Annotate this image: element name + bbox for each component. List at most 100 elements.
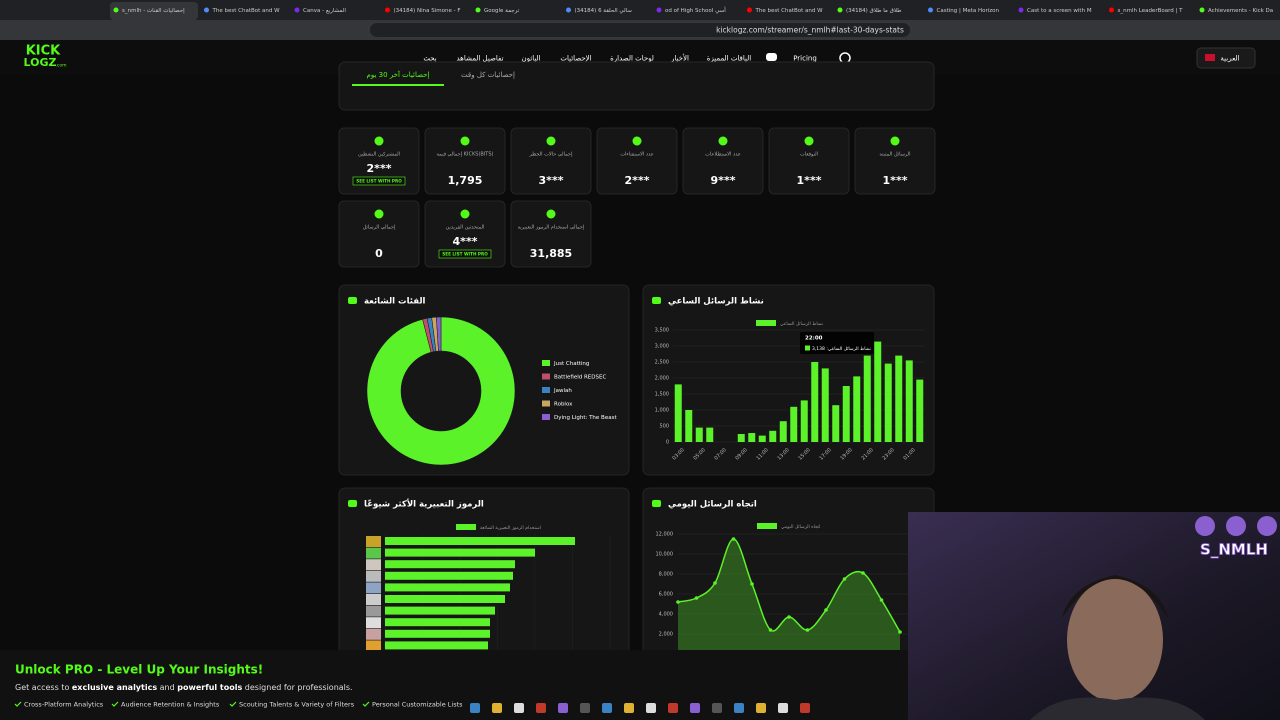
- tab-title: Canva - المشاريع: [303, 8, 346, 14]
- stat-icon: [374, 209, 384, 219]
- taskbar-icon[interactable]: [734, 703, 744, 713]
- stat-icon: [460, 209, 470, 219]
- bar: [385, 548, 535, 557]
- bar: [832, 405, 840, 442]
- taskbar-icon[interactable]: [668, 703, 678, 713]
- pro-button[interactable]: [352, 176, 406, 186]
- language-button[interactable]: [1196, 47, 1256, 69]
- nav-item[interactable]: الأخبار: [670, 54, 689, 63]
- legend-label: Roblox: [554, 402, 573, 408]
- taskbar-icon[interactable]: [558, 703, 568, 713]
- bar: [685, 410, 693, 442]
- emote-icon: [366, 547, 381, 559]
- bar: [779, 421, 787, 442]
- tab[interactable]: [110, 2, 198, 20]
- stat-value: 2***: [367, 162, 392, 175]
- feature: Cross-Platform Analytics: [24, 701, 104, 709]
- tab[interactable]: [1015, 2, 1103, 20]
- tab[interactable]: [562, 2, 651, 20]
- taskbar-icon[interactable]: [624, 703, 634, 713]
- emote-icon: [366, 617, 381, 629]
- tab-favicon: [294, 7, 300, 13]
- tab-title: Achievements - Kick Da: [1208, 8, 1273, 14]
- logo-bottom[interactable]: LOGZ: [24, 56, 57, 69]
- tab-title: s_nmlh LeaderBoard | T: [1118, 8, 1184, 14]
- stat-label: إجمالي استخدام الرموز التعبيرية: [518, 225, 585, 231]
- emote-icon: [366, 582, 381, 594]
- bar: [385, 537, 575, 545]
- line-point: [861, 571, 865, 575]
- tab[interactable]: [1196, 2, 1280, 20]
- twitch-logo: [1226, 516, 1246, 536]
- stat-icon: [632, 136, 642, 146]
- logo-top[interactable]: KICK: [26, 44, 61, 59]
- tab[interactable]: [291, 2, 379, 20]
- tab-favicon: [566, 7, 571, 13]
- webcam-hair: [1062, 575, 1168, 618]
- taskbar-icon[interactable]: [536, 703, 546, 713]
- language: العربية: [1220, 55, 1239, 63]
- nav-item[interactable]: بحث: [423, 55, 436, 63]
- stat-value: 0: [375, 247, 383, 260]
- nav-item[interactable]: الباثون: [521, 55, 540, 63]
- taskbar-icon[interactable]: [778, 703, 788, 713]
- pie-slice: [436, 316, 442, 352]
- period-tab[interactable]: إحصائيات كل وقت: [461, 71, 515, 79]
- taskbar-icon[interactable]: [690, 703, 700, 713]
- nav-item[interactable]: Pricing: [793, 55, 817, 63]
- chart-icon: [348, 500, 357, 507]
- promo-subtitle: Get access to exclusive analytics and po…: [15, 683, 353, 692]
- kick-logo: [1195, 516, 1215, 536]
- pro-button[interactable]: [438, 249, 492, 259]
- period-tab-active[interactable]: إحصائيات آخر 30 يوم: [367, 70, 430, 79]
- taskbar-icon[interactable]: [800, 703, 810, 713]
- discord-icon[interactable]: [766, 53, 777, 61]
- taskbar-icon[interactable]: [514, 703, 524, 713]
- check-icon: [111, 701, 119, 707]
- address-bar[interactable]: [370, 23, 910, 37]
- taskbar-icon[interactable]: [756, 703, 766, 713]
- stat-value: 9***: [711, 174, 736, 187]
- stat-card: [682, 127, 764, 195]
- tab[interactable]: [472, 2, 560, 20]
- tab[interactable]: [1105, 2, 1194, 20]
- taskbar-icon[interactable]: [602, 703, 612, 713]
- tab-title: od of High School أسي: [665, 6, 726, 14]
- stat-label: إجمالي الرسائل: [363, 225, 396, 231]
- tab[interactable]: [743, 2, 832, 20]
- promo-text: and: [157, 683, 177, 692]
- nav-item[interactable]: لوحات الصدارة: [610, 55, 654, 63]
- tab[interactable]: [924, 2, 1013, 20]
- tooltip: [800, 332, 874, 354]
- tab[interactable]: [200, 2, 289, 20]
- taskbar-icon[interactable]: [580, 703, 590, 713]
- taskbar-icon[interactable]: [492, 703, 502, 713]
- stat-icon: [890, 136, 900, 146]
- tabs: s_nmlh - إحصائيات القنات The best ChatBot…: [110, 2, 1280, 20]
- nav-item[interactable]: تفاصيل المشاهد: [456, 55, 503, 63]
- tab[interactable]: [653, 2, 741, 20]
- legend-swatch: [542, 360, 550, 366]
- line-point: [676, 600, 680, 604]
- tab-favicon: [928, 7, 933, 13]
- tab[interactable]: [834, 2, 922, 20]
- nav-item[interactable]: الإحصائيات: [560, 55, 591, 63]
- taskbar-icon[interactable]: [646, 703, 656, 713]
- legend-label: Dying Light: The Beast: [554, 415, 617, 421]
- stat-value: 31,885: [530, 247, 572, 260]
- tab-title: Casting | Meta Horizon: [937, 8, 1000, 14]
- stat-card: [510, 127, 592, 195]
- tab[interactable]: [381, 2, 470, 20]
- webcam-face: [1067, 578, 1163, 702]
- stat-label: المشتركين النشطين: [358, 152, 400, 158]
- y-tick-label: 2,000: [659, 632, 673, 638]
- nav-item[interactable]: الباقات المميزة: [707, 55, 751, 63]
- tab-favicon: [656, 7, 662, 13]
- stat-card: [596, 127, 678, 195]
- kick-logo: [1257, 516, 1277, 536]
- taskbar-icon[interactable]: [470, 703, 480, 713]
- taskbar-icon[interactable]: [712, 703, 722, 713]
- y-tick-label: 3,500: [655, 328, 669, 334]
- tab-title: Cast to a screen with M: [1027, 8, 1092, 14]
- stat-label: إجمالي حالات الحظر: [529, 152, 574, 158]
